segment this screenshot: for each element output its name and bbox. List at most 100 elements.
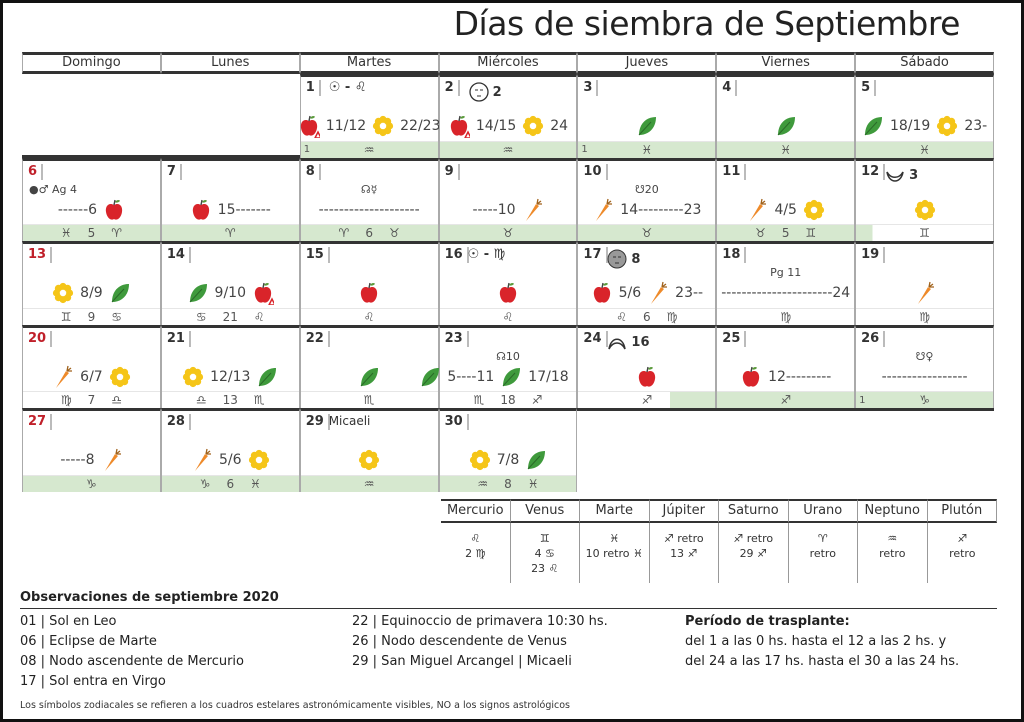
apple-fruit-icon (300, 115, 320, 138)
day-cell-5: 5 18/19 23- ♓︎ (855, 74, 994, 158)
cell-text: 8/9 (80, 285, 103, 302)
day-number: 11 (722, 163, 747, 180)
day-cell-11: 11 4/5 ♉︎ 5 ♊︎ (716, 157, 856, 242)
zodiac-strip: 1 ♓︎ (578, 140, 716, 158)
day-cell-22: 22 ♏︎ (299, 324, 439, 409)
cell-text: ♑︎ (919, 393, 930, 408)
observations-title: Observaciones de septiembre 2020 (20, 590, 279, 605)
position-line: 13 ♐︎ (670, 547, 698, 560)
planet-header: Marte (580, 499, 650, 523)
position-line: 23 ♌︎ (531, 562, 559, 575)
observation-item: 26 | Nodo descendente de Venus (352, 634, 567, 649)
day-cell-26: 26 ☋♀ ----------------- 1 ♑︎ (855, 324, 994, 409)
planting-info: 6/7 (25, 362, 158, 392)
carrot-icon (917, 282, 934, 305)
planting-info: 12--------- (719, 362, 852, 392)
apple-fruit-icon (254, 283, 274, 306)
cell-text: ♑︎ (86, 476, 97, 491)
planting-info (580, 111, 713, 141)
flower-icon (53, 283, 74, 304)
cell-text: ♓︎ (919, 142, 930, 157)
moon-sun-event: ☉ - ♍︎ (468, 247, 506, 262)
cell-text: 7/8 (496, 452, 520, 469)
flower-icon (373, 115, 394, 137)
cell-text: ♒︎ (363, 142, 375, 157)
cell-text: ♏︎ (473, 393, 485, 408)
zodiac-strip: ♋︎ 21 ♌︎ (161, 307, 299, 325)
position-line: 10 retro ♓︎ (585, 547, 643, 560)
cell-text: ♓︎ (250, 476, 261, 491)
cell-text: 15------- (217, 201, 271, 218)
cell-text: -----8 (60, 452, 95, 469)
day-number: 15 (306, 247, 330, 264)
cell-text: 9 (87, 309, 96, 324)
planting-info: 15------- (164, 195, 297, 225)
day-cell-28: 28 5/6 ♑︎ 6 ♓︎ (160, 408, 300, 492)
zodiac-strip: ♒︎ 8 ♓︎ (439, 474, 577, 492)
zodiac-strip: ♍︎ (717, 307, 855, 325)
day-number: 7 (167, 163, 182, 180)
zodiac-strip: ♍︎ 7 ♎︎ (23, 391, 160, 408)
strip-start-number: 1 (859, 394, 866, 406)
page-title: Días de siembra de Septiembre (453, 4, 961, 43)
day-number: 25 (722, 330, 747, 347)
cell-text: 8 (504, 476, 512, 491)
weekday-header: Viernes (716, 52, 856, 74)
zodiac-strip: ♒︎ (439, 140, 577, 158)
weekday-header: Miércoles (438, 52, 578, 74)
day-cell-18: 18 Pg 11 ----------------------24 ♍︎ (716, 241, 856, 325)
planet-note: Pg 11 (770, 266, 802, 280)
day-cell-24: 24 16 ♐︎ (577, 324, 717, 409)
zodiac-strip: ♌︎ (439, 307, 577, 325)
cell-text: ♓︎ (641, 142, 653, 157)
cell-text: ------6 (57, 201, 98, 218)
cell-text: ♌︎ (616, 309, 628, 324)
planet-note: ☋♀ (915, 349, 934, 363)
planting-info: 9/10 (164, 278, 297, 308)
cell-text: 23-- (675, 285, 704, 302)
day-cell-13: 13 8/9 ♊︎ 9 ♋︎ (22, 241, 161, 325)
empty-cell (160, 74, 300, 158)
cell-text: ♎︎ (111, 393, 122, 408)
cell-text: 17/18 (528, 368, 569, 385)
day-number: 9 (445, 163, 460, 180)
zodiac-strip: ♉︎ 5 ♊︎ (717, 224, 855, 242)
flower-icon (248, 450, 269, 471)
day-cell-3: 3 1 ♓︎ (577, 74, 717, 158)
day-number: 16 (445, 247, 469, 264)
observation-item: 17 | Sol entra en Virgo (20, 674, 166, 689)
planet-position: ♌︎ 2 ♍︎ (441, 523, 511, 583)
cell-text: 3 (909, 168, 919, 184)
leaf-icon (189, 284, 207, 303)
leaf-icon (111, 284, 129, 303)
planting-info: -----8 (25, 445, 158, 475)
planet-position: ♈︎ retro (789, 523, 858, 583)
observations-column-2: 22 | Equinoccio de primavera 10:30 hs. 26… (352, 612, 608, 672)
cell-text: ♋︎ (111, 309, 122, 324)
apple-icon (192, 199, 209, 220)
zodiac-strip: ♈︎ (161, 224, 299, 242)
day-cell-20: 20 6/7 ♍︎ 7 ♎︎ (22, 324, 161, 409)
cell-text: 23- (964, 118, 988, 134)
cell-text: 7 (87, 393, 96, 408)
planet-position: ♐︎ retro (928, 523, 998, 583)
planting-info: -------------------- (303, 195, 436, 225)
day-cell-25: 25 12--------- ♐︎ (716, 324, 856, 409)
cell-text: 2 (492, 84, 502, 100)
day-number: 6 (28, 163, 44, 180)
position-line: retro (879, 547, 906, 560)
cell-text: ♌︎ (253, 309, 265, 324)
planet-position: ♒︎ retro (858, 523, 928, 583)
day-number: 12 (861, 163, 886, 180)
flower-icon (182, 366, 204, 387)
zodiac-strip: ♑︎ 6 ♓︎ (161, 474, 299, 492)
apple-icon (593, 283, 610, 303)
cell-text: ----------------------24 (721, 285, 851, 302)
planet-positions-table: Mercurio Venus Marte Júpiter Saturno Urano Nep… (441, 499, 997, 583)
cell-text: ♏︎ (253, 393, 265, 408)
zodiac-strip: ♐︎ (578, 391, 716, 409)
day-number: 3 (583, 80, 599, 96)
planet-header: Júpiter (649, 499, 719, 523)
planet-header: Saturno (719, 499, 789, 523)
empty-cell (855, 408, 994, 492)
